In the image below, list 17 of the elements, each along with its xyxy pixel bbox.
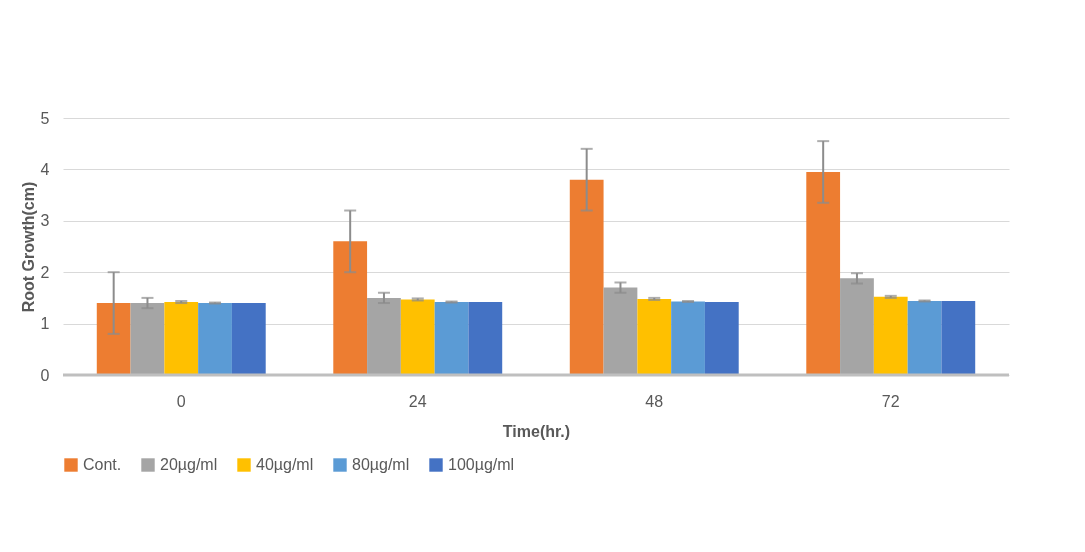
y-tick-label: 4 bbox=[40, 160, 50, 178]
y-tick-label: 2 bbox=[40, 263, 50, 281]
x-tick-label: 24 bbox=[408, 392, 427, 410]
y-tick-label: 0 bbox=[40, 366, 50, 384]
x-tick-label: 48 bbox=[645, 392, 664, 410]
y-tick-label: 5 bbox=[40, 109, 50, 127]
x-axis-title: Time(hr.) bbox=[502, 422, 571, 440]
legend-label: 100µg/ml bbox=[448, 456, 515, 473]
y-tick-label: 3 bbox=[40, 212, 50, 230]
legend-label: Cont. bbox=[83, 456, 122, 473]
x-tick-label: 72 bbox=[881, 392, 900, 410]
y-axis-title: Root Growth(cm) bbox=[19, 181, 37, 313]
y-tick-label: 1 bbox=[40, 315, 50, 333]
legend-label: 20µg/ml bbox=[160, 456, 218, 473]
legend-label: 40µg/ml bbox=[256, 456, 314, 473]
x-tick-label: 0 bbox=[176, 392, 186, 410]
legend-label: 80µg/ml bbox=[352, 456, 410, 473]
